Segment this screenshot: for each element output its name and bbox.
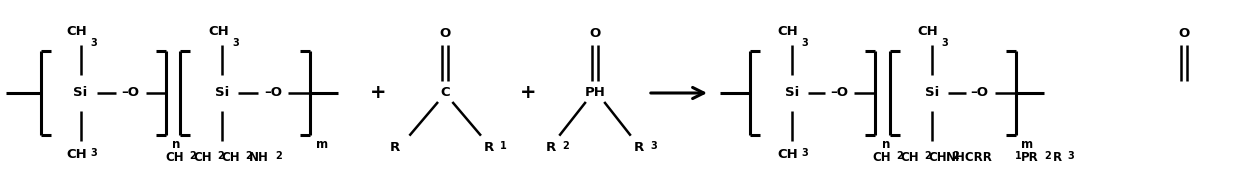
Text: n: n (882, 138, 890, 151)
Text: 2: 2 (897, 150, 904, 161)
Text: PH: PH (584, 86, 605, 100)
Text: CH: CH (873, 151, 892, 164)
Text: CH: CH (193, 151, 212, 164)
Text: O: O (1179, 27, 1190, 40)
Text: 3: 3 (650, 141, 657, 151)
Text: CH: CH (900, 151, 919, 164)
Text: R: R (484, 141, 495, 154)
Text: 2: 2 (1044, 150, 1052, 161)
Text: CH: CH (918, 25, 937, 38)
Text: PR: PR (1021, 151, 1038, 164)
Text: 1: 1 (500, 141, 507, 151)
Text: m: m (1022, 138, 1034, 151)
Text: n: n (172, 138, 181, 151)
Text: Si: Si (73, 86, 88, 100)
Text: O: O (439, 27, 451, 40)
Text: NH: NH (248, 151, 268, 164)
Text: CH: CH (929, 151, 947, 164)
Text: CH: CH (165, 151, 184, 164)
Text: 3: 3 (232, 39, 239, 48)
Text: NHCRR: NHCRR (946, 151, 993, 164)
Text: 3: 3 (91, 39, 98, 48)
Text: +: + (370, 84, 387, 102)
Text: 2: 2 (190, 150, 196, 161)
Text: Si: Si (925, 86, 939, 100)
Text: 2: 2 (217, 150, 224, 161)
Text: 3: 3 (802, 39, 808, 48)
Text: O: O (589, 27, 600, 40)
Text: m: m (316, 138, 329, 151)
Text: R: R (546, 141, 557, 154)
Text: 3: 3 (91, 147, 98, 158)
Text: C: C (440, 86, 450, 100)
Text: –O: –O (830, 86, 848, 100)
Text: 3: 3 (941, 39, 949, 48)
Text: 3: 3 (1068, 150, 1074, 161)
Text: R: R (1053, 151, 1063, 164)
Text: CH: CH (208, 25, 229, 38)
Text: R: R (634, 141, 644, 154)
Text: 2: 2 (562, 141, 569, 151)
Text: 2: 2 (925, 150, 931, 161)
Text: +: + (520, 84, 537, 102)
Text: Si: Si (216, 86, 229, 100)
Text: Si: Si (785, 86, 799, 100)
Text: CH: CH (66, 25, 87, 38)
Text: 2: 2 (952, 150, 960, 161)
Text: CH: CH (66, 148, 87, 161)
Text: –O: –O (971, 86, 988, 100)
Text: 2: 2 (275, 150, 283, 161)
Text: –O: –O (264, 86, 283, 100)
Text: –O: –O (122, 86, 140, 100)
Text: CH: CH (221, 151, 239, 164)
Text: CH: CH (777, 25, 799, 38)
Text: R: R (391, 141, 401, 154)
Text: CH: CH (777, 148, 799, 161)
Text: 1: 1 (1014, 150, 1022, 161)
Text: 3: 3 (802, 147, 808, 158)
Text: 2: 2 (246, 150, 252, 161)
